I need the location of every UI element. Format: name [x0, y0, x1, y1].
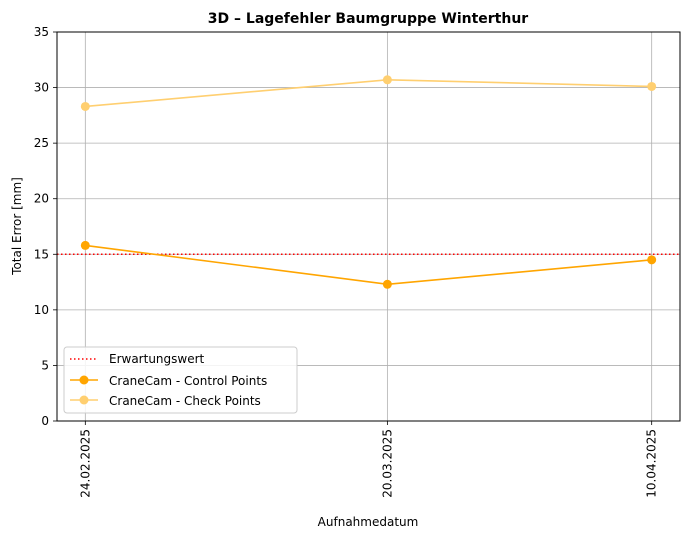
y-tick-label: 25 — [34, 136, 49, 150]
y-tick-label: 30 — [34, 81, 49, 95]
data-point — [647, 255, 657, 265]
legend-marker-check-points — [79, 395, 89, 405]
data-point — [382, 75, 392, 85]
y-tick-label: 0 — [41, 414, 49, 428]
legend-marker-control-points — [79, 375, 89, 385]
legend-box — [63, 346, 298, 414]
y-tick-label: 35 — [34, 25, 49, 39]
series-layer — [80, 75, 657, 289]
data-point — [80, 240, 90, 250]
legend-label-reference: Erwartungswert — [109, 352, 205, 366]
x-tick-label: 20.03.2025 — [380, 429, 394, 498]
y-tick-label: 15 — [34, 247, 49, 261]
x-tick-label: 24.02.2025 — [78, 429, 92, 498]
data-point — [80, 101, 90, 111]
x-axis-label: Aufnahmedatum — [318, 515, 419, 529]
chart-title: 3D – Lagefehler Baumgruppe Winterthur — [208, 11, 529, 27]
legend-label-check-points: CraneCam - Check Points — [109, 394, 261, 408]
plot-frame — [56, 31, 681, 422]
series-line-0 — [85, 244, 652, 286]
y-tick-label: 5 — [41, 358, 49, 372]
y-tick-label: 20 — [34, 192, 49, 206]
legend-label-control-points: CraneCam - Control Points — [109, 374, 267, 388]
data-point — [382, 279, 392, 289]
x-axis: 24.02.2025 20.03.2025 10.04.2025 — [78, 421, 659, 498]
y-axis: 0 5 10 15 20 25 30 35 — [34, 25, 57, 428]
x-tick-label: 10.04.2025 — [645, 429, 659, 498]
y-tick-label: 10 — [34, 303, 49, 317]
series-line-1 — [85, 78, 652, 108]
legend: Erwartungswert CraneCam - Control Points… — [63, 346, 298, 414]
y-axis-label: Total Error [mm] — [10, 177, 24, 276]
data-point — [647, 81, 657, 91]
